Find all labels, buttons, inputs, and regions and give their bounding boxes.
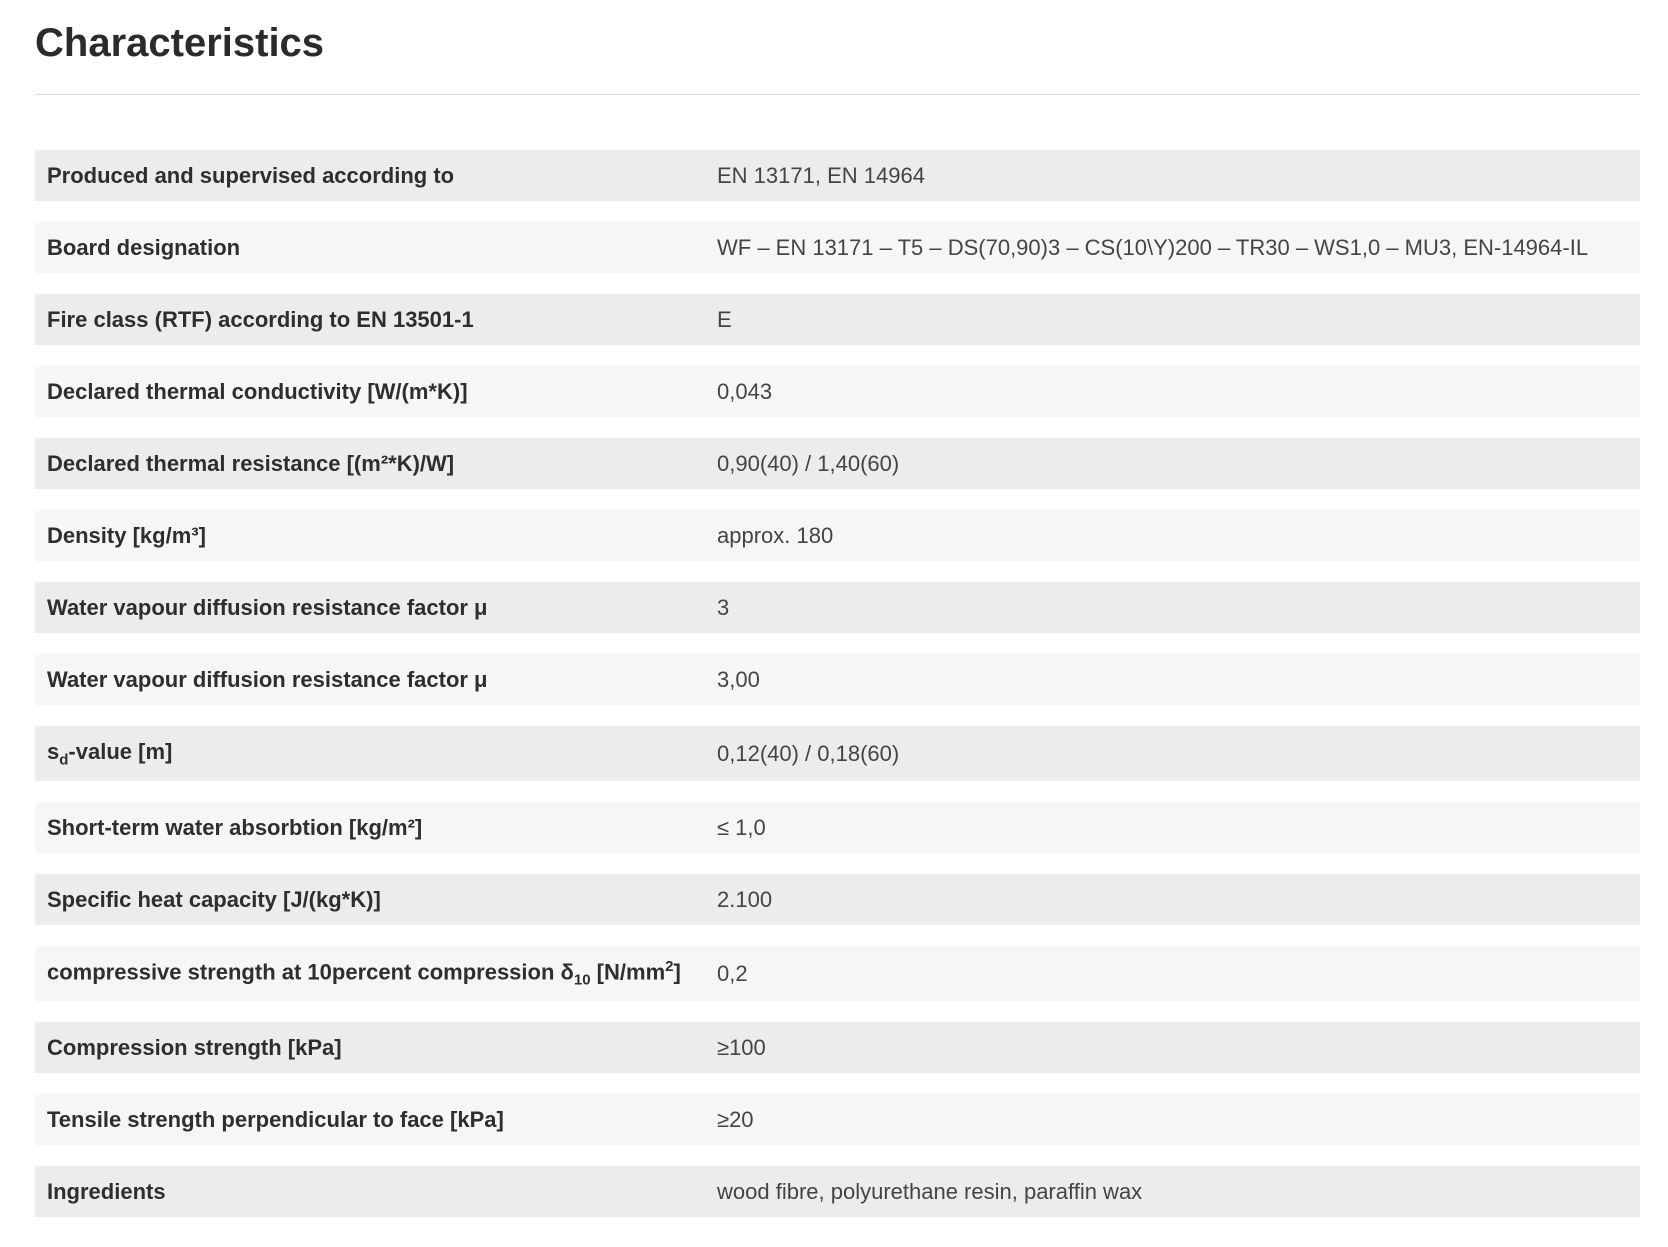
page-title: Characteristics [35, 21, 325, 65]
row-label: Density [kg/m³] [47, 522, 206, 548]
table-row: compressive strength at 10percent compre… [35, 946, 1640, 1001]
row-label: Water vapour diffusion resistance factor… [47, 594, 488, 620]
row-value: wood fibre, polyurethane resin, paraffin… [717, 1178, 1143, 1204]
row-value: ≤ 1,0 [717, 814, 766, 840]
label-text: ] [673, 959, 681, 985]
table-row: Short-term water absorbtion [kg/m²] ≤ 1,… [35, 802, 1640, 853]
table-row: Tensile strength perpendicular to face [… [35, 1094, 1640, 1145]
row-label: Short-term water absorbtion [kg/m²] [47, 814, 423, 840]
table-row: Density [kg/m³] approx. 180 [35, 510, 1640, 561]
row-value: 2.100 [717, 886, 773, 912]
row-label: sd-value [m] [35, 739, 717, 768]
row-label: compressive strength at 10percent compre… [35, 958, 717, 989]
table-row: Ingredients wood fibre, polyurethane res… [35, 1166, 1640, 1217]
row-label: Board designation [47, 234, 241, 260]
row-label: Tensile strength perpendicular to face [… [47, 1106, 504, 1132]
row-value: 0,2 [717, 960, 748, 986]
row-value: 0,043 [717, 378, 773, 404]
row-label: Compression strength [kPa] [47, 1034, 342, 1060]
row-value: approx. 180 [717, 522, 834, 548]
row-label: Declared thermal resistance [(m²*K)/W] [47, 450, 455, 476]
row-value: 0,90(40) / 1,40(60) [717, 450, 900, 476]
row-label: Produced and supervised according to [47, 162, 455, 188]
label-superscript: 2 [665, 958, 674, 976]
row-label: Fire class (RTF) according to EN 13501-1 [47, 306, 474, 332]
table-row: sd-value [m] 0,12(40) / 0,18(60) [35, 726, 1640, 781]
table-row: Produced and supervised according to EN … [35, 150, 1640, 201]
table-row: Declared thermal conductivity [W/(m*K)] … [35, 366, 1640, 417]
label-text: [N/mm [590, 959, 666, 985]
label-text: -value [m] [68, 738, 173, 764]
row-label: Ingredients [47, 1178, 166, 1204]
label-text: compressive strength at 10percent compre… [47, 959, 574, 985]
row-value: 3,00 [717, 666, 760, 692]
row-value: 0,12(40) / 0,18(60) [717, 740, 900, 766]
table-row: Compression strength [kPa] ≥100 [35, 1022, 1640, 1073]
table-row: Declared thermal resistance [(m²*K)/W] 0… [35, 438, 1640, 489]
table-row: Specific heat capacity [J/(kg*K)] 2.100 [35, 874, 1640, 925]
table-row: Water vapour diffusion resistance factor… [35, 582, 1640, 633]
row-value: ≥100 [717, 1034, 766, 1060]
row-value: E [717, 306, 732, 332]
title-divider [35, 94, 1640, 95]
row-label: Specific heat capacity [J/(kg*K)] [47, 886, 381, 912]
table-row: Water vapour diffusion resistance factor… [35, 654, 1640, 705]
row-label: Declared thermal conductivity [W/(m*K)] [47, 378, 468, 404]
row-value: WF – EN 13171 – T5 – DS(70,90)3 – CS(10\… [717, 234, 1589, 260]
label-text: s [47, 738, 60, 764]
label-subscript: d [59, 751, 69, 769]
characteristics-table: Produced and supervised according to EN … [35, 150, 1640, 1238]
row-label: Water vapour diffusion resistance factor… [47, 666, 488, 692]
row-value: EN 13171, EN 14964 [717, 162, 925, 188]
row-value: ≥20 [717, 1106, 754, 1132]
table-row: Fire class (RTF) according to EN 13501-1… [35, 294, 1640, 345]
label-subscript: 10 [573, 971, 591, 989]
table-row: Board designation WF – EN 13171 – T5 – D… [35, 222, 1640, 273]
row-value: 3 [717, 594, 730, 620]
